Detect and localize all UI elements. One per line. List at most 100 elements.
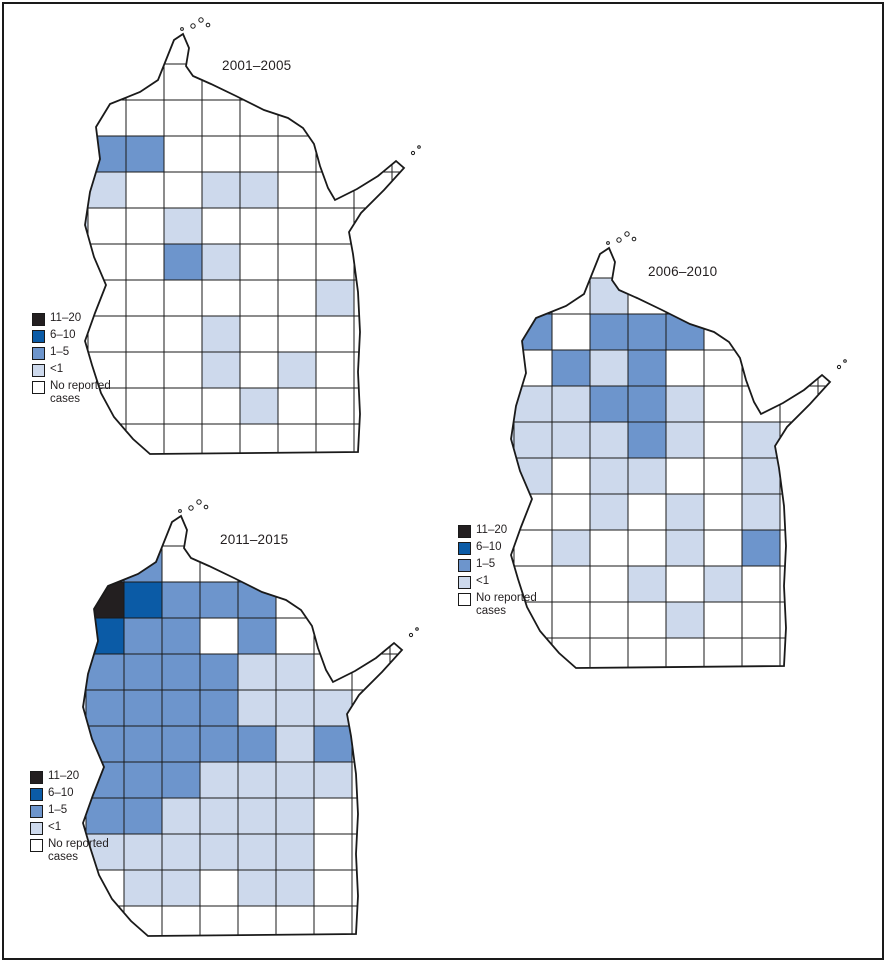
county-cell [83, 725, 87, 763]
county-cell [389, 833, 402, 871]
county-cell [125, 34, 165, 65]
county-cell [275, 869, 315, 907]
county-cell [551, 601, 591, 639]
county-cell [83, 653, 87, 691]
county-cell [741, 385, 781, 423]
county-cell [511, 349, 515, 387]
county-cell [199, 797, 239, 835]
county-cell [779, 457, 819, 495]
county-cell [313, 833, 353, 871]
county-cell [513, 313, 553, 351]
county-cell [275, 761, 315, 799]
county-cell [511, 277, 515, 315]
island [415, 627, 419, 631]
county-cell [237, 689, 277, 727]
county-cell [665, 349, 705, 387]
county-cell [85, 725, 125, 763]
county-cell [627, 385, 667, 423]
island [417, 145, 421, 149]
county-cell [741, 248, 781, 279]
county-cell [125, 171, 165, 209]
state-outline [82, 514, 404, 937]
county-cell [275, 833, 315, 871]
island [180, 27, 184, 31]
county-cell [237, 761, 277, 799]
county-cell [239, 171, 279, 209]
legend-swatch-no-cases [30, 839, 43, 852]
county-cell [741, 529, 781, 567]
county-cell [201, 135, 241, 173]
county-cell [351, 581, 391, 619]
county-cell [315, 135, 355, 173]
county-cell [551, 248, 591, 279]
legend-label: 11–20 [476, 524, 508, 536]
county-cell [85, 99, 89, 137]
county-cell [237, 545, 277, 583]
county-cell [313, 869, 353, 907]
county-cell [315, 34, 355, 65]
county-cell [85, 135, 89, 173]
county-cell [315, 351, 355, 389]
county-cell [551, 457, 591, 495]
legend-swatch-1-5 [458, 559, 471, 572]
county-cell [313, 545, 353, 583]
island [616, 237, 622, 243]
legend-swatch-no-cases [458, 593, 471, 606]
county-cell [313, 653, 353, 691]
county-cell [511, 248, 515, 279]
county-cell [703, 637, 743, 668]
county-cell [817, 385, 830, 423]
county-cell [353, 135, 393, 173]
county-cell [551, 385, 591, 423]
county-cell [589, 493, 629, 531]
county-cell [201, 171, 241, 209]
county-cell [551, 349, 591, 387]
legend-swatch-11-20 [32, 313, 45, 326]
county-cell [237, 725, 277, 763]
legend-label: <1 [476, 575, 490, 587]
county-cell [163, 315, 203, 353]
county-cell [353, 171, 393, 209]
county-cell [313, 516, 353, 547]
county-cell [123, 516, 163, 547]
county-cell [665, 421, 705, 459]
county-cell [627, 565, 667, 603]
county-cell [161, 833, 201, 871]
county-cell [123, 617, 163, 655]
county-cell [665, 277, 705, 315]
county-cell [85, 545, 125, 583]
county-cell [83, 581, 87, 619]
county-cell [313, 689, 353, 727]
county-cell [665, 601, 705, 639]
county-cell [511, 457, 515, 495]
county-cell [353, 99, 393, 137]
county-cell [201, 351, 241, 389]
county-cell [665, 529, 705, 567]
county-cell [239, 207, 279, 245]
county-cell [201, 207, 241, 245]
county-cell [199, 725, 239, 763]
county-cell [551, 565, 591, 603]
county-cell [161, 617, 201, 655]
county-cell [87, 423, 127, 454]
county-cell [627, 493, 667, 531]
county-cell [511, 637, 515, 668]
county-cell [83, 689, 87, 727]
county-cell [163, 99, 203, 137]
county-cell [87, 243, 127, 281]
legend-item: 11–20 [458, 524, 562, 538]
county-cell [703, 385, 743, 423]
county-cell [391, 135, 404, 173]
island [203, 504, 209, 510]
county-cell [353, 351, 393, 389]
county-cell [85, 689, 125, 727]
county-cell [199, 761, 239, 799]
map-2011-2015: 2011–2015 11–20 6–10 1–5 <1 No reported … [20, 486, 440, 966]
county-cell [237, 833, 277, 871]
county-cell [513, 349, 553, 387]
county-cell [589, 529, 629, 567]
county-cell [353, 63, 393, 101]
county-cell [315, 63, 355, 101]
county-cell [123, 689, 163, 727]
county-cell [351, 833, 391, 871]
